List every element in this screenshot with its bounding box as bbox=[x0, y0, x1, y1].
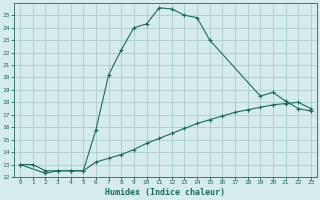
X-axis label: Humidex (Indice chaleur): Humidex (Indice chaleur) bbox=[106, 188, 226, 197]
